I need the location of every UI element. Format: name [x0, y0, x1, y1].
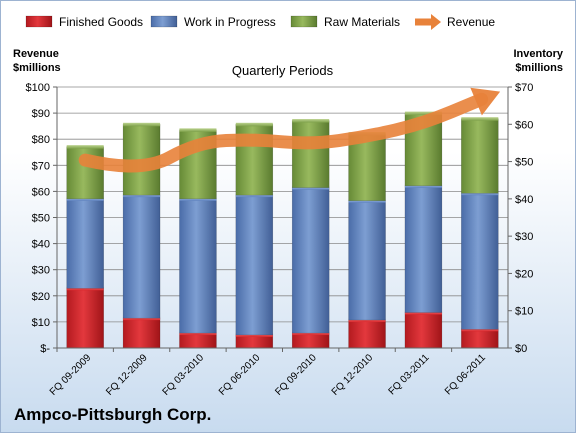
left-tick-label: $80 [32, 134, 50, 146]
finished-goods-bar-top [348, 318, 386, 323]
category-label: FQ 12-2010 [330, 352, 376, 398]
raw-materials-bar [291, 120, 330, 188]
finished-goods-bar-top [66, 286, 104, 291]
work-in-progress-bar [235, 194, 274, 336]
work-in-progress-bar [291, 187, 330, 334]
right-tick-label: $30 [515, 231, 533, 243]
left-tick-label: $60 [32, 186, 50, 198]
legend-label: Raw Materials [324, 15, 400, 29]
company-name: Ampco-Pittsburgh Corp. [14, 405, 212, 424]
category-label: FQ 03-2010 [161, 352, 207, 398]
finished-goods-bar [122, 317, 161, 349]
finished-goods-bar-top [461, 327, 499, 332]
left-tick-label: $100 [26, 82, 50, 94]
work-in-progress-bar [461, 193, 499, 330]
right-tick-label: $50 [515, 157, 533, 169]
left-tick-label: $20 [32, 291, 50, 303]
raw-materials-bar [348, 133, 386, 201]
right-tick-label: $20 [515, 268, 533, 280]
raw-materials-bar-top [292, 119, 330, 123]
finished-goods-bar-top [404, 311, 442, 315]
work-in-progress-bar-top [461, 191, 499, 196]
left-tick-label: $30 [32, 265, 50, 277]
finished-goods-bar-top [292, 331, 330, 336]
legend-label: Finished Goods [59, 15, 143, 29]
category-label: FQ 06-2010 [217, 352, 263, 398]
raw-materials-bar [461, 118, 499, 194]
work-in-progress-bar-top [66, 197, 104, 201]
work-in-progress-bar [348, 200, 386, 321]
category-label: FQ 12-2009 [104, 352, 150, 398]
category-label: FQ 09-2009 [48, 352, 94, 398]
finished-goods-bar-top [179, 331, 217, 336]
raw-materials-bar-top [404, 111, 442, 116]
legend-revenue-arrow [431, 14, 441, 30]
raw-materials-bar-top [123, 122, 161, 127]
legend-swatch [150, 15, 178, 28]
right-tick-label: $0 [515, 343, 527, 355]
work-in-progress-bar-top [404, 184, 442, 188]
finished-goods-bar [461, 329, 499, 349]
axis-titles: Revenue $millions Inventory $millions Quarte… [13, 48, 564, 78]
right-tick-label: $70 [515, 82, 533, 94]
left-tick-label: $50 [32, 213, 50, 225]
raw-materials-bar-top [179, 128, 217, 132]
left-axis-title: Revenue [13, 48, 59, 60]
work-in-progress-bar-top [179, 197, 217, 201]
finished-goods-bar [179, 332, 217, 349]
legend: Finished Goods Work in Progress Raw Materi… [25, 14, 495, 30]
legend-label: Work in Progress [184, 15, 276, 29]
left-axis-title: $millions [13, 62, 61, 74]
left-tick-label: $70 [32, 160, 50, 172]
raw-materials-bar-top [235, 122, 273, 127]
legend-label: Revenue [447, 15, 495, 29]
chart-title: Quarterly Periods [232, 63, 334, 78]
legend-swatch [290, 15, 318, 28]
work-in-progress-bar [122, 194, 161, 319]
revenue-arrow-head [470, 87, 501, 116]
finished-goods-bar-top [123, 316, 161, 321]
raw-materials-bar-top [461, 117, 499, 121]
work-in-progress-bar-top [292, 186, 330, 190]
work-in-progress-bar [404, 185, 443, 313]
left-tick-label: $40 [32, 239, 50, 251]
right-axis-title: Inventory [513, 48, 563, 60]
left-tick-label: $- [40, 343, 50, 355]
finished-goods-bar [404, 312, 443, 349]
revenue-line-group [78, 87, 501, 173]
revenue-line [78, 92, 489, 173]
work-in-progress-bar-top [235, 193, 273, 198]
work-in-progress-bar [66, 198, 104, 289]
work-in-progress-bar-top [348, 199, 386, 203]
finished-goods-bar [66, 288, 104, 349]
right-tick-label: $60 [515, 119, 533, 131]
raw-materials-bar-top [66, 145, 104, 149]
category-label: FQ 03-2011 [387, 352, 432, 397]
finished-goods-bar-top [235, 333, 273, 337]
left-tick-label: $90 [32, 108, 50, 120]
finished-goods-bar [291, 332, 330, 349]
category-label: FQ 06-2011 [443, 352, 488, 397]
left-tick-label: $10 [32, 317, 50, 329]
right-tick-label: $10 [515, 306, 533, 318]
work-in-progress-bar [179, 198, 217, 334]
right-tick-label: $40 [515, 194, 533, 206]
legend-swatch [25, 15, 53, 28]
finished-goods-bar [348, 319, 386, 349]
bars [66, 111, 499, 349]
category-label: FQ 09-2010 [273, 352, 319, 398]
work-in-progress-bar-top [123, 193, 161, 198]
right-axis-title: $millions [515, 62, 563, 74]
